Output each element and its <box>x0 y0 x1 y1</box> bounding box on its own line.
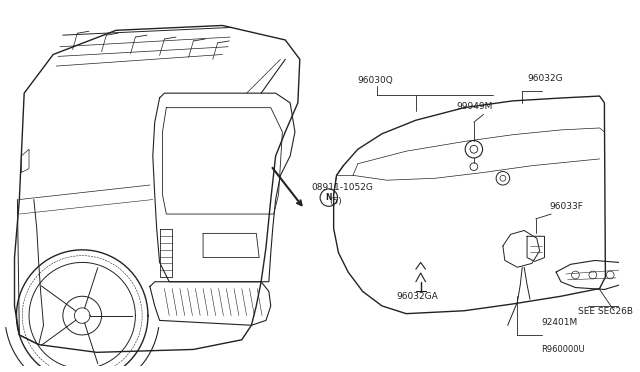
Text: N: N <box>326 193 332 202</box>
Text: 92401M: 92401M <box>541 318 578 327</box>
Text: 96033F: 96033F <box>549 202 583 211</box>
Text: (5): (5) <box>329 197 342 206</box>
Text: SEE SEC26B: SEE SEC26B <box>579 307 634 315</box>
Text: 99949M: 99949M <box>456 102 493 110</box>
Text: 96032G: 96032G <box>527 74 563 83</box>
Text: 08911-1052G: 08911-1052G <box>312 183 373 192</box>
Text: 96030Q: 96030Q <box>358 76 394 86</box>
Text: 96032GA: 96032GA <box>397 292 438 301</box>
Text: R960000U: R960000U <box>541 345 585 354</box>
